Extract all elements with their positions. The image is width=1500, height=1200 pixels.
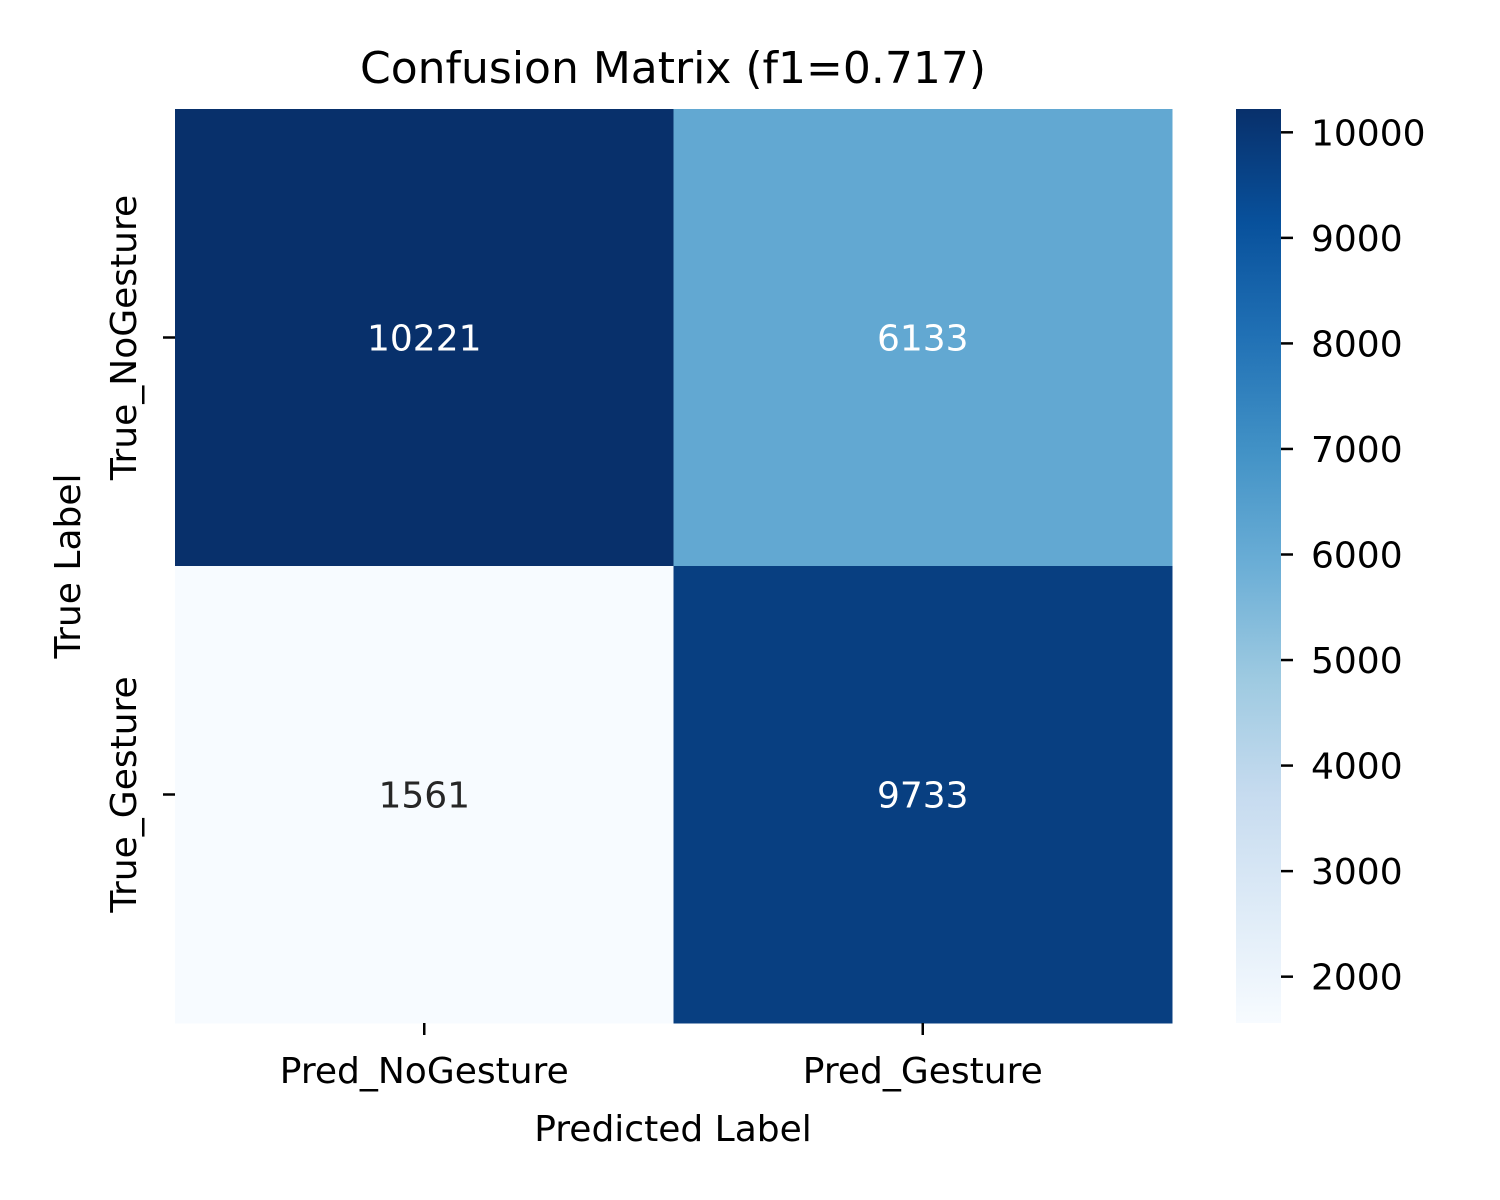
y-axis-label: True Label — [48, 473, 89, 659]
heatmap-cell-0-0 — [175, 109, 674, 567]
x-axis-label: Predicted Label — [534, 1109, 812, 1150]
heatmap-cell-1-1 — [673, 566, 1173, 1024]
heatmap-cell-1-0 — [175, 566, 674, 1024]
colorbar — [1236, 109, 1281, 1023]
x-tick-label: Pred_Gesture — [803, 1051, 1043, 1092]
cell-annotation-0-0: 10221 — [367, 319, 482, 360]
colorbar-tick-label: 5000 — [1311, 641, 1403, 682]
colorbar-tick-label: 4000 — [1311, 747, 1403, 788]
colorbar-tick-label: 2000 — [1311, 958, 1403, 999]
heatmap-annotations: 10221 6133 1561 9733 — [367, 319, 969, 817]
y-tick-label: True_Gesture — [104, 676, 145, 913]
chart-title: Confusion Matrix (f1=0.717) — [360, 43, 986, 94]
colorbar-tick-label: 3000 — [1311, 852, 1403, 893]
cell-annotation-0-1: 6133 — [877, 319, 969, 360]
heatmap-cells — [175, 109, 1173, 1024]
colorbar-tick-label: 9000 — [1311, 219, 1403, 260]
y-tick-label: True_NoGesture — [104, 195, 145, 481]
y-axis: True_NoGesture True_Gesture — [104, 195, 175, 914]
colorbar-axis: 2000 3000 4000 5000 6000 7000 8000 9000 10000 — [1281, 113, 1426, 999]
heatmap-cell-0-1 — [673, 109, 1173, 567]
colorbar-tick-label: 10000 — [1311, 113, 1426, 154]
colorbar-tick-label: 8000 — [1311, 324, 1403, 365]
cell-annotation-1-0: 1561 — [378, 776, 470, 817]
colorbar-tick-label: 7000 — [1311, 430, 1403, 471]
colorbar-tick-label: 6000 — [1311, 535, 1403, 576]
cell-annotation-1-1: 9733 — [877, 776, 969, 817]
x-tick-label: Pred_NoGesture — [280, 1051, 569, 1092]
x-axis: Pred_NoGesture Pred_Gesture — [280, 1023, 1043, 1092]
